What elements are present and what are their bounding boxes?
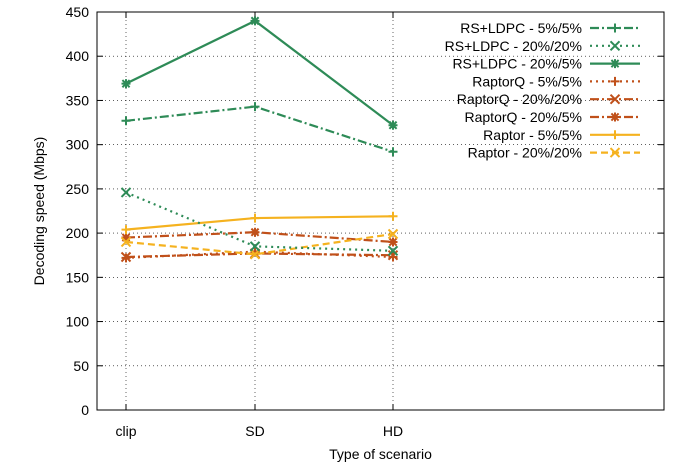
- legend-marker: [610, 76, 620, 86]
- series-line: [125, 250, 394, 259]
- legend-item: RaptorQ - 20%/20%: [457, 91, 640, 107]
- y-tick-label: 350: [66, 92, 90, 108]
- legend-label: RS+LDPC - 20%/20%: [445, 38, 582, 54]
- legend-item: RS+LDPC - 5%/5%: [460, 20, 640, 36]
- data-point: [120, 187, 132, 198]
- legend-label: RaptorQ - 20%/5%: [465, 109, 583, 125]
- series-1: [120, 187, 399, 257]
- data-point: [388, 237, 398, 247]
- legend: RS+LDPC - 5%/5% RS+LDPC - 20%/20% RS+LDPC …: [445, 20, 640, 161]
- y-tick-label: 0: [81, 402, 89, 418]
- y-tick-label: 250: [66, 181, 90, 197]
- data-point: [249, 241, 261, 252]
- legend-item: RS+LDPC - 20%/5%: [452, 56, 640, 72]
- data-point: [120, 236, 132, 248]
- y-tick-label: 150: [66, 269, 90, 285]
- data-point: [121, 116, 131, 126]
- legend-label: RS+LDPC - 5%/5%: [460, 20, 582, 36]
- legend-label: Raptor - 20%/20%: [468, 145, 582, 161]
- series-line: [125, 231, 394, 244]
- legend-item: Raptor - 20%/20%: [468, 145, 640, 161]
- x-tick-label: HD: [383, 423, 403, 439]
- data-point: [250, 16, 260, 26]
- y-axis: 0 50 100 150 200 250 300 350 400 450: [66, 4, 664, 418]
- data-point: [120, 251, 132, 263]
- legend-marker: [610, 59, 620, 69]
- data-point: [387, 250, 399, 261]
- legend-marker: [609, 93, 621, 105]
- x-tick-label: clip: [115, 423, 136, 439]
- series-layer: [120, 16, 399, 263]
- legend-marker: [609, 147, 621, 158]
- legend-label: Raptor - 5%/5%: [483, 127, 582, 143]
- data-point: [250, 227, 260, 237]
- legend-item: RaptorQ - 20%/5%: [465, 109, 640, 125]
- plot-frame: [96, 11, 665, 411]
- y-axis-label: Decoding speed (Mbps): [31, 137, 47, 286]
- data-point: [387, 228, 399, 240]
- legend-marker: [610, 112, 620, 122]
- y-tick-label: 100: [66, 314, 90, 330]
- y-tick-label: 400: [66, 48, 90, 64]
- data-point: [121, 79, 131, 89]
- data-point: [249, 249, 261, 260]
- series-line: [125, 232, 394, 256]
- series-line: [125, 105, 394, 153]
- data-point: [388, 120, 398, 130]
- series-7: [120, 228, 399, 260]
- y-tick-label: 50: [73, 358, 89, 374]
- series-0: [121, 102, 398, 157]
- y-tick-label: 200: [66, 225, 90, 241]
- series-line: [125, 19, 394, 127]
- data-point: [121, 225, 131, 235]
- legend-marker: [610, 23, 620, 33]
- y-tick-label: 300: [66, 137, 90, 153]
- legend-item: Raptor - 5%/5%: [483, 127, 640, 143]
- series-6: [121, 211, 398, 235]
- series-5: [121, 227, 398, 247]
- legend-label: RS+LDPC - 20%/5%: [452, 56, 582, 72]
- legend-item: RS+LDPC - 20%/20%: [445, 38, 640, 54]
- data-point: [387, 245, 399, 257]
- grid: [97, 12, 664, 410]
- y-tick-label: 450: [66, 4, 90, 20]
- data-point: [388, 147, 398, 157]
- legend-marker: [610, 130, 620, 140]
- legend-label: RaptorQ - 5%/5%: [472, 73, 582, 89]
- legend-item: RaptorQ - 5%/5%: [472, 73, 640, 89]
- data-point: [121, 233, 131, 243]
- series-line: [125, 252, 394, 259]
- x-tick-label: SD: [245, 423, 264, 439]
- data-point: [250, 102, 260, 112]
- data-point: [388, 211, 398, 221]
- legend-label: RaptorQ - 20%/20%: [457, 91, 582, 107]
- x-axis-label: Type of scenario: [329, 446, 432, 462]
- series-2: [121, 16, 398, 130]
- x-axis: clip SD HD: [115, 12, 403, 439]
- data-point: [250, 213, 260, 223]
- legend-marker: [609, 40, 621, 52]
